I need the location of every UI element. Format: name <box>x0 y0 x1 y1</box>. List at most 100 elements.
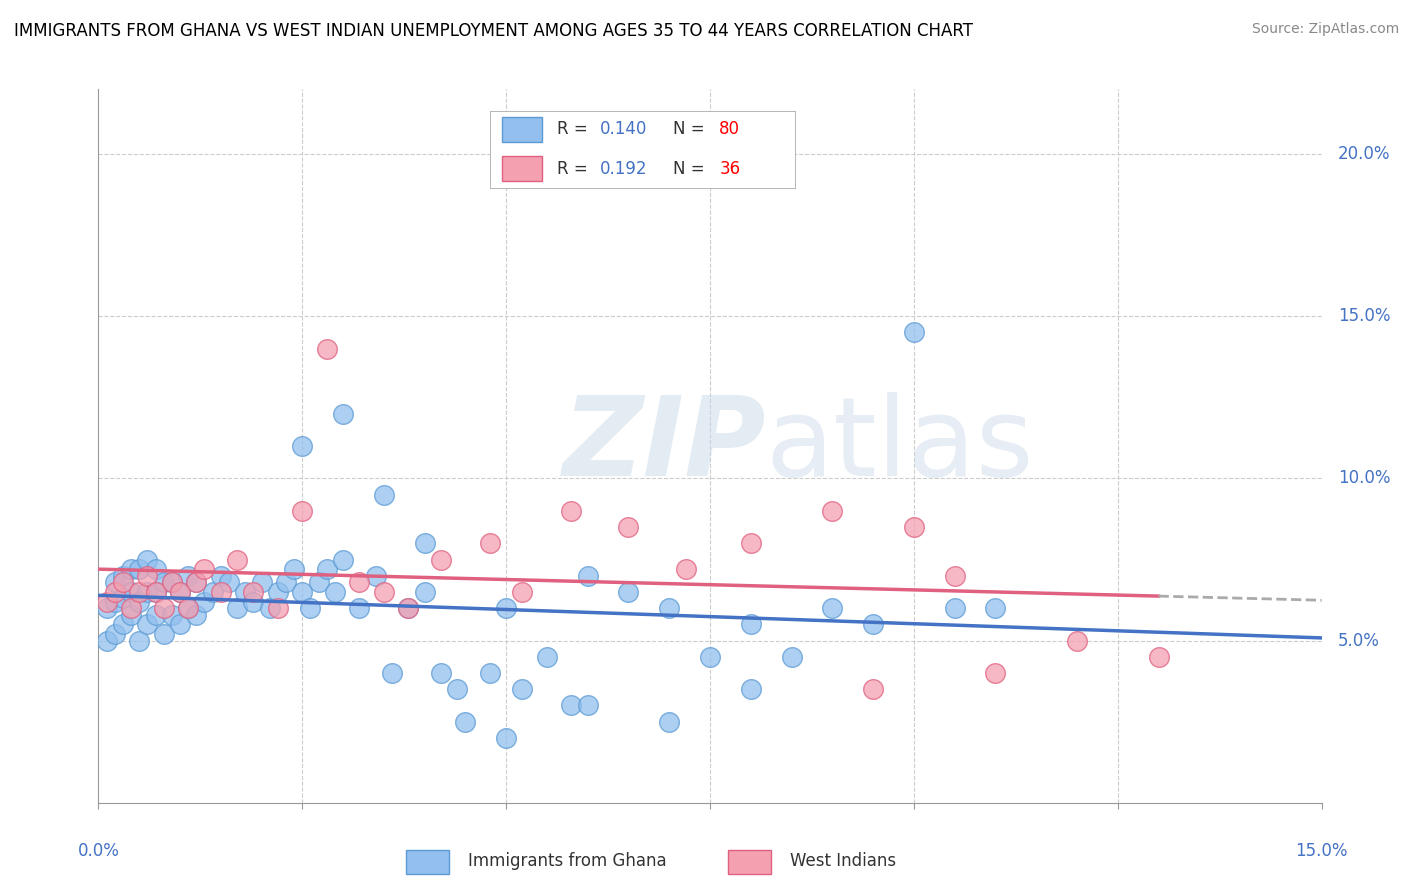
Point <box>104 585 127 599</box>
Point <box>104 595 127 609</box>
Point <box>267 585 290 599</box>
Point <box>373 585 395 599</box>
Point <box>349 601 371 615</box>
Point <box>136 617 159 632</box>
Point <box>111 617 134 632</box>
Point <box>160 575 183 590</box>
Point <box>821 504 844 518</box>
Point <box>332 552 354 566</box>
Point <box>495 731 517 745</box>
Point <box>675 562 697 576</box>
Point <box>177 568 200 582</box>
Point <box>699 649 721 664</box>
Point <box>862 617 884 632</box>
Point <box>177 601 200 615</box>
Text: 15.0%: 15.0% <box>1295 842 1348 860</box>
Point <box>136 568 159 582</box>
Bar <box>502 156 541 181</box>
Point <box>96 601 118 615</box>
Point <box>323 585 346 599</box>
Point <box>576 698 599 713</box>
Point <box>299 601 322 615</box>
Point <box>396 601 419 615</box>
Point <box>291 585 314 599</box>
Point <box>943 568 966 582</box>
Point <box>267 601 290 615</box>
Point <box>430 552 453 566</box>
Text: Immigrants from Ghana: Immigrants from Ghana <box>468 852 666 870</box>
Point <box>242 585 264 599</box>
Point <box>984 601 1007 615</box>
Point <box>145 562 167 576</box>
Point <box>274 575 297 590</box>
Point <box>193 562 215 576</box>
Point <box>152 627 174 641</box>
Text: 15.0%: 15.0% <box>1339 307 1391 326</box>
Point <box>332 407 354 421</box>
Point <box>454 714 477 729</box>
Text: 0.192: 0.192 <box>600 160 647 178</box>
Text: R =: R = <box>557 120 588 138</box>
Point <box>291 439 314 453</box>
Point <box>315 342 337 356</box>
Point <box>478 536 501 550</box>
Text: 36: 36 <box>720 160 741 178</box>
Point <box>560 698 582 713</box>
Point <box>209 585 232 599</box>
Point <box>218 575 240 590</box>
Point <box>177 601 200 615</box>
Point <box>413 536 436 550</box>
Point <box>152 601 174 615</box>
Text: IMMIGRANTS FROM GHANA VS WEST INDIAN UNEMPLOYMENT AMONG AGES 35 TO 44 YEARS CORR: IMMIGRANTS FROM GHANA VS WEST INDIAN UNE… <box>14 22 973 40</box>
Bar <box>406 849 450 874</box>
Point <box>201 585 224 599</box>
Point <box>128 595 150 609</box>
Point <box>120 601 142 615</box>
Point <box>446 682 468 697</box>
Point <box>111 568 134 582</box>
Text: N =: N = <box>673 120 704 138</box>
Point <box>186 575 208 590</box>
Point <box>862 682 884 697</box>
Text: 0.0%: 0.0% <box>77 842 120 860</box>
FancyBboxPatch shape <box>489 111 796 189</box>
Point <box>315 562 337 576</box>
Point <box>512 682 534 697</box>
Point <box>430 666 453 681</box>
Point <box>740 682 762 697</box>
Point <box>120 562 142 576</box>
Point <box>780 649 803 664</box>
Point <box>617 585 640 599</box>
Text: ZIP: ZIP <box>564 392 766 500</box>
Point <box>478 666 501 681</box>
Point <box>381 666 404 681</box>
Point <box>226 601 249 615</box>
Point <box>104 575 127 590</box>
Point <box>96 595 118 609</box>
Point <box>740 617 762 632</box>
Point <box>373 488 395 502</box>
Point <box>495 601 517 615</box>
Point <box>821 601 844 615</box>
Point <box>209 568 232 582</box>
Point <box>226 552 249 566</box>
Point <box>658 601 681 615</box>
Text: Source: ZipAtlas.com: Source: ZipAtlas.com <box>1251 22 1399 37</box>
Text: 20.0%: 20.0% <box>1339 145 1391 163</box>
Point <box>536 649 558 664</box>
Point <box>250 575 273 590</box>
Point <box>128 585 150 599</box>
Point <box>111 591 134 606</box>
Point <box>658 714 681 729</box>
Point <box>120 585 142 599</box>
Text: atlas: atlas <box>765 392 1033 500</box>
Point <box>128 633 150 648</box>
Point <box>560 504 582 518</box>
Point <box>128 562 150 576</box>
Point <box>169 585 191 599</box>
Point <box>283 562 305 576</box>
Point <box>145 585 167 599</box>
Point <box>259 601 281 615</box>
Point <box>120 607 142 622</box>
Text: N =: N = <box>673 160 704 178</box>
